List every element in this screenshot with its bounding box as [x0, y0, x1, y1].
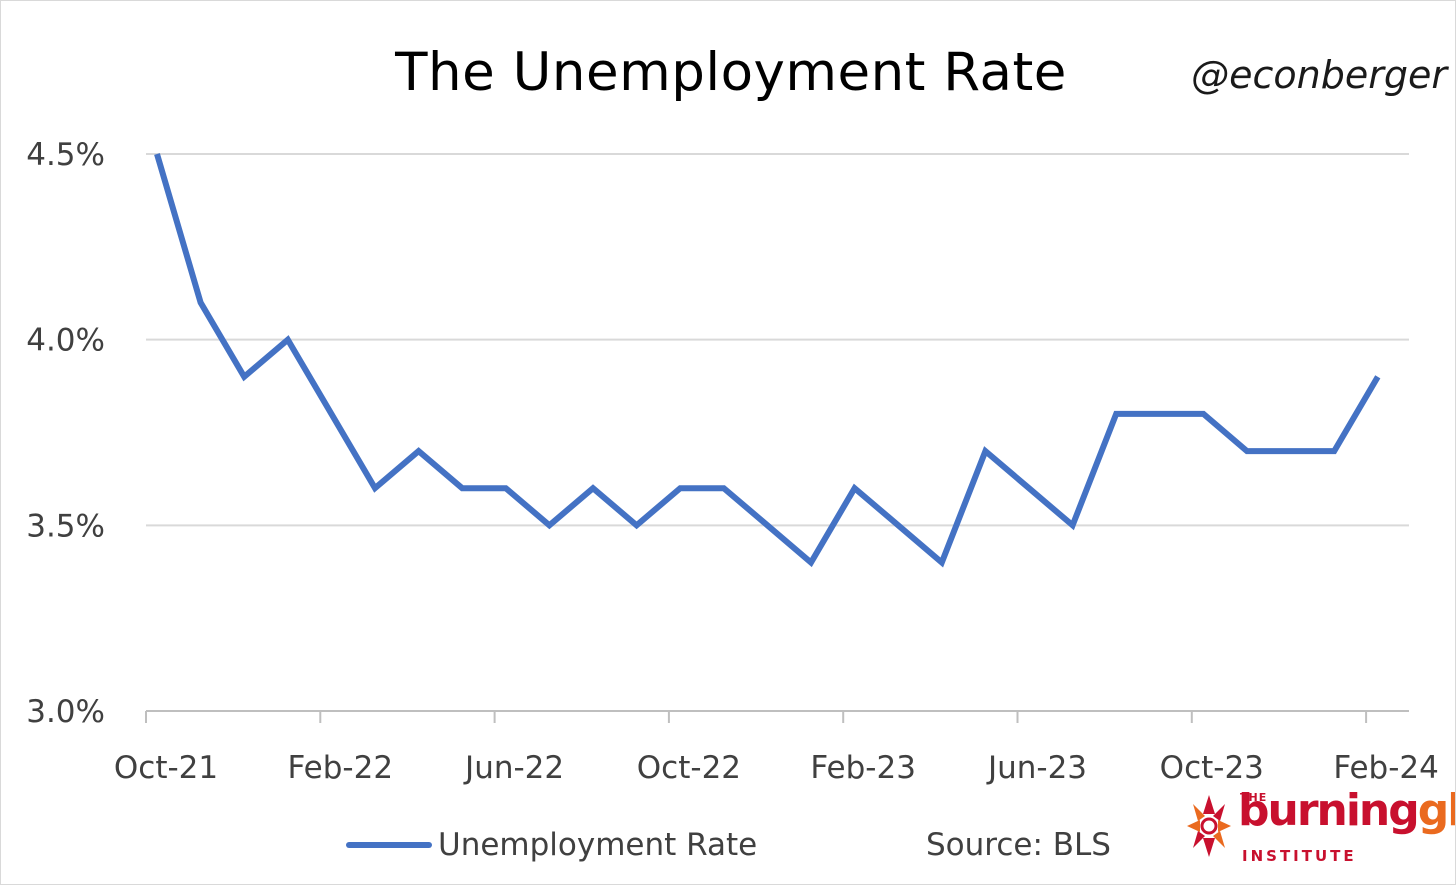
logo-institute-text: INSTITUTE [1242, 847, 1357, 865]
y-tick-label: 4.5% [26, 137, 105, 173]
burning-glass-logo: THE burningglass INSTITUTE [1184, 786, 1455, 871]
x-tick-label: Feb-24 [1333, 750, 1439, 786]
source-note: Source: BLS [926, 827, 1111, 863]
logo-word-glass: glass [1417, 785, 1455, 836]
author-handle: @econberger [1191, 53, 1447, 97]
x-tick-label: Oct-22 [637, 750, 741, 786]
x-tick-label: Oct-21 [114, 750, 218, 786]
x-tick-label: Feb-23 [810, 750, 916, 786]
x-tick-label: Oct-23 [1160, 750, 1264, 786]
x-tick-label: Feb-22 [288, 750, 394, 786]
chart-title: The Unemployment Rate [395, 42, 1067, 103]
logo-wordmark: burningglass [1238, 785, 1455, 836]
x-tick-label: Jun-23 [986, 750, 1087, 786]
y-tick-label: 3.5% [26, 508, 105, 544]
legend-swatch [346, 842, 432, 848]
logo-the-text: THE [1240, 791, 1268, 804]
legend-label: Unemployment Rate [438, 827, 758, 863]
y-tick-label: 4.0% [26, 323, 105, 359]
legend: Unemployment Rate [346, 823, 757, 867]
x-tick-label: Jun-22 [463, 750, 564, 786]
logo-word-burning: burning [1238, 785, 1420, 836]
series-line-unemployment-rate [154, 153, 1381, 568]
y-tick-label: 3.0% [26, 694, 105, 730]
starburst-logo-icon [1187, 795, 1231, 857]
